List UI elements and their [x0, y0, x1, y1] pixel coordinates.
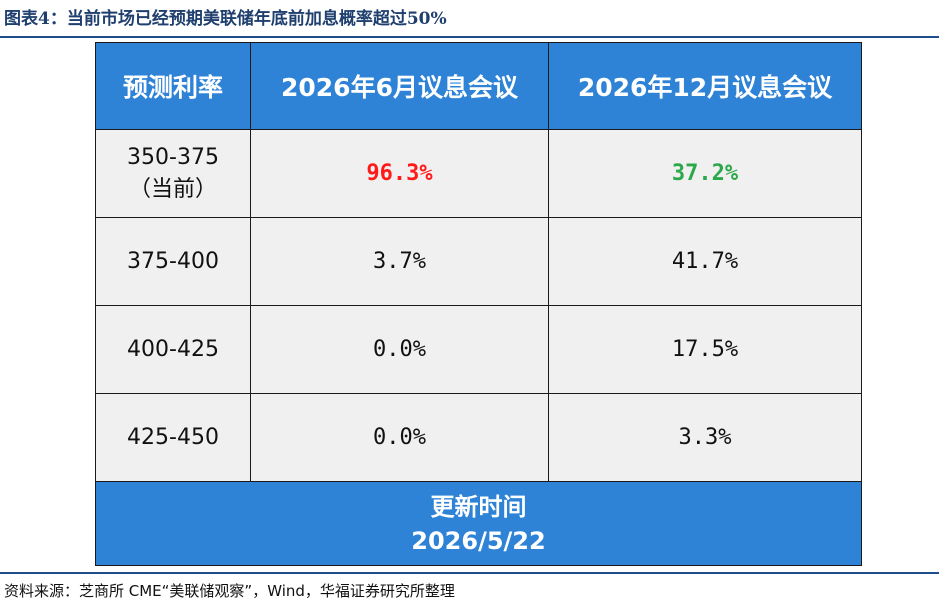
rate-note: （当前） — [128, 176, 217, 202]
table-row: 350-375 （当前） 96.3% 37.2% — [95, 129, 862, 218]
header-forecast-rate: 预测利率 — [95, 42, 251, 130]
table-row: 375-400 3.7% 41.7% — [95, 217, 862, 306]
top-divider — [0, 36, 939, 38]
december-probability-cell: 37.2% — [548, 129, 862, 218]
header-december-meeting: 2026年12月议息会议 — [548, 42, 862, 130]
update-time-cell: 更新时间 2026/5/22 — [95, 481, 862, 566]
rate-cell: 425-450 — [95, 393, 251, 482]
june-probability-cell: 0.0% — [250, 393, 549, 482]
june-probability-cell: 3.7% — [250, 217, 549, 306]
figure-title: 图表4：当前市场已经预期美联储年底前加息概率超过50% — [4, 9, 447, 29]
bottom-divider — [0, 572, 939, 574]
header-june-meeting: 2026年6月议息会议 — [250, 42, 549, 130]
june-probability-cell: 0.0% — [250, 305, 549, 394]
rate-range: 350-375 — [127, 144, 219, 170]
december-probability-cell: 3.3% — [548, 393, 862, 482]
update-time-label: 更新时间 — [430, 492, 527, 521]
table-row: 400-425 0.0% 17.5% — [95, 305, 862, 394]
rate-cell: 375-400 — [95, 217, 251, 306]
june-probability-cell: 96.3% — [250, 129, 549, 218]
rate-cell: 350-375 （当前） — [95, 129, 251, 218]
table-row: 425-450 0.0% 3.3% — [95, 393, 862, 482]
update-time-date: 2026/5/22 — [411, 526, 546, 555]
fed-rate-probability-table: 预测利率 2026年6月议息会议 2026年12月议息会议 350-375 （当… — [95, 42, 862, 566]
december-probability-cell: 17.5% — [548, 305, 862, 394]
table-header-row: 预测利率 2026年6月议息会议 2026年12月议息会议 — [95, 42, 862, 130]
source-note: 资料来源：芝商所 CME“美联储观察”，Wind，华福证券研究所整理 — [4, 582, 455, 600]
rate-cell: 400-425 — [95, 305, 251, 394]
december-probability-cell: 41.7% — [548, 217, 862, 306]
table-footer-row: 更新时间 2026/5/22 — [95, 481, 862, 566]
